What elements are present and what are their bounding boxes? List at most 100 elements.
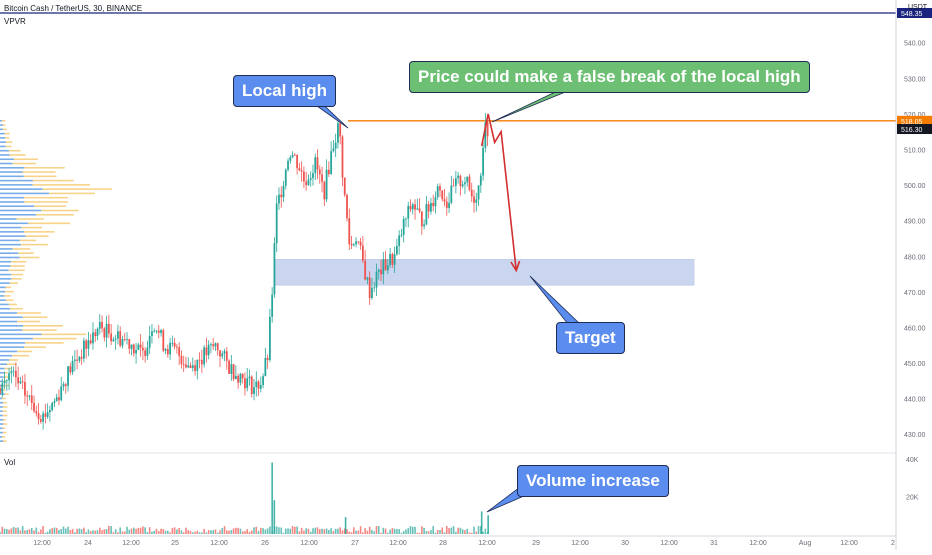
volume-bar: [230, 530, 233, 534]
volume-bar: [348, 531, 351, 534]
candle-body: [182, 364, 185, 365]
vp-down-bar: [24, 346, 46, 348]
candle-body: [98, 321, 101, 329]
vp-up-bar: [0, 303, 9, 306]
volume-bar: [448, 528, 450, 534]
candle-body: [176, 346, 178, 348]
candle-body: [114, 338, 117, 340]
volume-bar: [35, 527, 38, 534]
price-tick-label: 530.00: [904, 76, 926, 83]
vp-up-bar: [0, 282, 10, 284]
volume-bar: [1, 526, 4, 534]
candle-body: [112, 339, 115, 342]
volume-bar: [353, 527, 355, 534]
volume-bar: [121, 531, 124, 534]
vp-up-bar: [0, 248, 13, 250]
vp-up-bar: [0, 401, 4, 404]
candle-body: [464, 182, 466, 185]
candle-body: [305, 181, 308, 186]
volume-bar: [19, 530, 22, 534]
vp-down-bar: [9, 359, 19, 361]
volume-bar: [421, 526, 423, 534]
time-tick-label: 25: [171, 540, 179, 547]
volume-bar: [484, 528, 487, 534]
volume-bar: [155, 528, 158, 534]
candle-body: [35, 411, 38, 414]
candle-body: [439, 186, 441, 191]
volume-bar: [262, 528, 264, 534]
volume-bar: [384, 528, 387, 534]
candle-body: [107, 323, 110, 334]
vp-up-bar: [0, 290, 6, 293]
volume-bar: [123, 531, 126, 534]
vp-down-bar: [4, 367, 12, 370]
volume-tick-label: 20K: [906, 494, 919, 501]
candle-body: [189, 365, 192, 369]
candle-body: [26, 395, 29, 397]
candle-body: [210, 344, 212, 346]
vp-up-bar: [0, 166, 25, 169]
vp-down-bar: [11, 278, 22, 280]
candle-body: [348, 218, 351, 244]
candle-body: [436, 186, 439, 198]
volume-bar: [219, 530, 221, 534]
vp-down-bar: [12, 248, 31, 250]
volume-bar: [74, 532, 76, 534]
vp-up-bar: [0, 162, 13, 165]
time-tick-label: Aug: [799, 540, 812, 547]
volume-bar: [221, 528, 224, 534]
vp-down-bar: [2, 406, 8, 408]
vp-down-bar: [21, 226, 43, 229]
volume-bar: [425, 531, 428, 534]
vp-up-bar: [0, 342, 26, 344]
volume-bar: [117, 532, 119, 534]
volume-bar: [418, 532, 421, 534]
candle-body: [78, 356, 81, 361]
candle-body: [205, 347, 208, 356]
candle-body: [323, 181, 326, 200]
candle-body: [139, 344, 142, 348]
candle-body: [321, 174, 323, 182]
candle-body: [316, 157, 319, 170]
candle-body: [180, 355, 183, 365]
vp-down-bar: [2, 410, 7, 413]
vp-down-bar: [4, 295, 11, 297]
volume-bar: [194, 531, 196, 534]
candle-body: [128, 339, 131, 349]
volume-bar: [135, 528, 137, 534]
volume-bar: [146, 532, 149, 534]
candle-body: [253, 387, 255, 394]
candle-body: [318, 169, 321, 175]
vp-up-bar: [0, 376, 4, 378]
candle-body: [10, 371, 13, 374]
vp-up-bar: [0, 406, 3, 408]
volume-bar: [71, 528, 74, 534]
vp-down-bar: [20, 243, 48, 246]
volume-bar: [144, 527, 146, 534]
last-price-label: 516.30: [901, 127, 923, 134]
volume-bar: [457, 527, 459, 534]
vp-down-bar: [49, 192, 95, 195]
time-tick-label: 12:00: [660, 540, 678, 547]
candle-body: [214, 343, 217, 347]
candle-body: [103, 328, 106, 338]
vp-up-bar: [0, 226, 22, 229]
candle-body: [293, 154, 296, 156]
candle-body: [55, 397, 58, 402]
volume-bar: [244, 531, 246, 534]
volume-bar: [214, 529, 217, 534]
vp-down-bar: [28, 222, 71, 225]
volume-bar: [180, 530, 183, 534]
candle-body: [92, 332, 94, 344]
candle-body: [430, 202, 432, 212]
vp-up-bar: [0, 184, 33, 186]
vp-down-bar: [11, 273, 24, 276]
volume-bar: [137, 527, 140, 534]
time-tick-label: 30: [621, 540, 629, 547]
volume-bar: [427, 531, 430, 534]
candle-body: [250, 376, 253, 394]
vp-up-bar: [0, 397, 2, 400]
vp-up-bar: [0, 312, 17, 314]
volume-bar: [468, 532, 471, 534]
